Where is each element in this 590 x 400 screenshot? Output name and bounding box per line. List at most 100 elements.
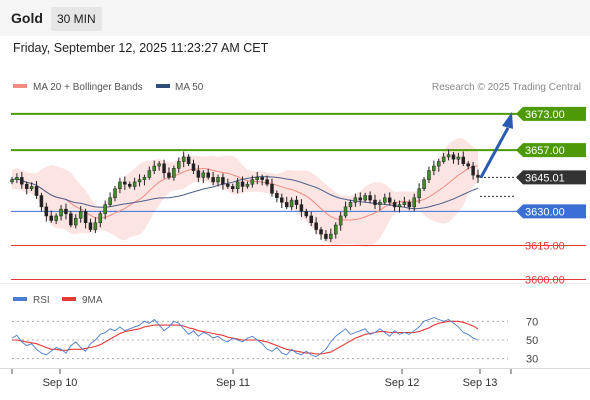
candle — [446, 149, 451, 161]
level-tag — [516, 143, 586, 158]
level-label: 3600.00 — [525, 274, 565, 286]
timeframe-button[interactable]: 30 MIN — [51, 7, 102, 31]
candle — [402, 196, 407, 207]
candle — [476, 169, 480, 184]
candle — [59, 205, 63, 221]
candle — [177, 157, 181, 173]
candle — [162, 159, 166, 179]
candle — [78, 205, 83, 223]
candle — [49, 210, 53, 223]
level-label: 3673.00 — [525, 109, 565, 121]
candle — [191, 159, 196, 174]
candle — [83, 208, 88, 229]
candle — [74, 214, 78, 229]
candle — [368, 191, 372, 204]
candle — [108, 192, 112, 207]
candle — [373, 194, 377, 210]
candle — [451, 151, 456, 164]
rsi-line — [11, 317, 479, 358]
candle — [137, 174, 142, 187]
candle — [132, 177, 137, 190]
candle — [44, 202, 49, 222]
candle — [98, 210, 103, 228]
bb-legend-label: MA 20 + Bollinger Bands — [33, 82, 143, 93]
candles — [10, 149, 480, 243]
candle — [196, 165, 201, 182]
candle — [206, 168, 210, 180]
candle — [186, 154, 191, 167]
candle — [240, 176, 245, 193]
candle — [329, 228, 333, 243]
candle — [358, 192, 363, 206]
candle — [118, 177, 122, 194]
candle — [221, 173, 225, 190]
candle — [309, 211, 313, 227]
candle — [123, 176, 127, 190]
candle — [34, 181, 39, 199]
candle — [437, 158, 441, 172]
level-tag — [516, 204, 586, 219]
candle — [378, 199, 382, 211]
rsi-legend-swatch — [13, 297, 27, 301]
rsi-tick-label: 50 — [526, 335, 538, 347]
candle — [54, 213, 58, 224]
candle — [260, 174, 264, 186]
candle — [157, 161, 161, 171]
ma9-legend-label: 9MA — [82, 295, 103, 306]
candle — [397, 200, 402, 213]
candle — [275, 190, 279, 203]
bb-legend-swatch — [13, 84, 27, 88]
candle — [10, 176, 14, 185]
candle — [245, 181, 250, 189]
candle — [39, 192, 44, 212]
candle — [294, 195, 299, 210]
timestamp: Friday, September 12, 2025 11:23:27 AM C… — [13, 41, 269, 55]
candle — [363, 192, 367, 203]
x-axis: Sep 10 Sep 11 Sep 12 Sep 13 — [11, 369, 512, 389]
candle — [230, 183, 235, 193]
levels: 3673.00 3657.00 3645.01 3630.00 3615.00 3600.… — [11, 106, 586, 286]
level-label: 3630.00 — [525, 206, 565, 218]
level-tag — [516, 170, 586, 185]
research-credit: Research © 2025 Trading Central — [432, 82, 581, 93]
candle — [387, 192, 392, 206]
candle — [441, 152, 446, 164]
candle — [127, 181, 132, 189]
candle — [417, 183, 421, 204]
candle — [147, 166, 152, 180]
candle — [314, 217, 318, 235]
candle — [93, 217, 98, 233]
candle — [226, 178, 230, 189]
ma20-line — [11, 165, 479, 221]
x-tick-label: Sep 13 — [463, 377, 498, 389]
rsi-panel: 70 50 30 — [11, 316, 538, 366]
bollinger-band-fill — [12, 138, 478, 248]
candle — [181, 151, 186, 168]
candle — [289, 197, 294, 211]
candle — [29, 182, 34, 191]
candle — [113, 186, 117, 202]
asset-title: Gold — [11, 10, 43, 26]
candle — [270, 178, 274, 197]
ma50-legend-label: MA 50 — [175, 82, 204, 93]
candle — [338, 211, 343, 231]
forecast-arrow — [479, 127, 510, 179]
candle — [456, 152, 461, 165]
candle — [250, 175, 255, 188]
candle — [383, 193, 387, 205]
candle — [461, 151, 466, 167]
candle — [235, 177, 240, 194]
ma50-legend-swatch — [156, 84, 170, 88]
candle — [392, 199, 397, 212]
forecast-arrow-group — [479, 111, 513, 179]
candle — [265, 175, 269, 187]
candle — [427, 166, 431, 184]
candle — [15, 173, 19, 184]
level-label: 3645.01 — [525, 172, 565, 184]
candle — [103, 200, 107, 220]
candle — [64, 203, 68, 220]
candle — [152, 160, 157, 174]
candle — [353, 193, 358, 207]
